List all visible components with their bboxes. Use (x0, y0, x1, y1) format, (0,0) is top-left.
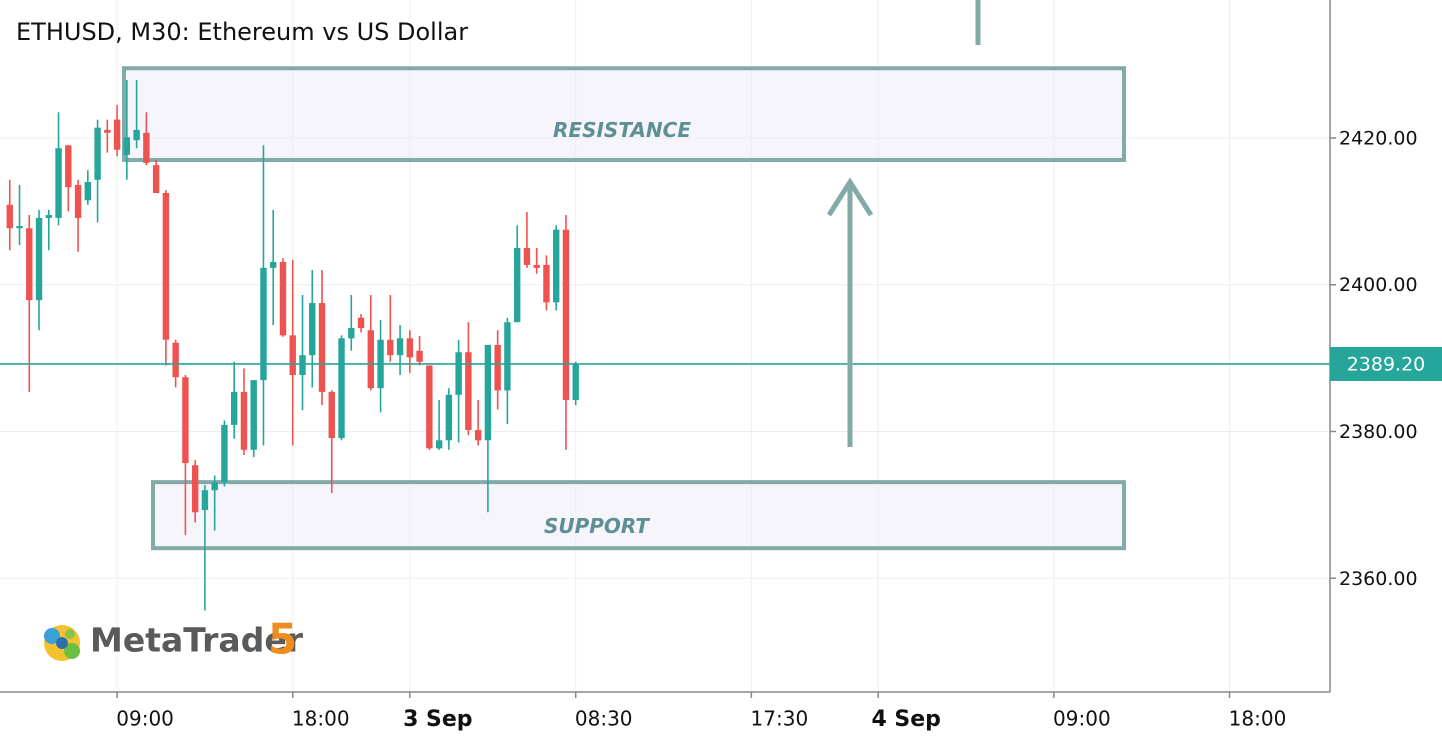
candle-body (162, 192, 170, 340)
x-tick-label: 09:00 (116, 707, 174, 731)
zone-label: SUPPORT (544, 514, 650, 538)
x-tick-label: 18:00 (292, 707, 350, 731)
logo: MetaTrader 5 (44, 615, 304, 664)
candle-body (250, 380, 257, 450)
candle-body (123, 137, 131, 155)
candle-body (289, 335, 296, 375)
y-tick-label: 2360.00 (1339, 568, 1418, 590)
candle-body (552, 229, 560, 303)
candle-body (74, 184, 82, 218)
candle-body (260, 267, 267, 381)
x-tick-label: 4 Sep (871, 707, 940, 732)
candle-body (406, 338, 414, 358)
candle-body (152, 165, 160, 193)
logo-name: MetaTrader (90, 621, 304, 660)
candle-body (338, 338, 345, 439)
candle-body (270, 261, 277, 268)
zone (151, 480, 1126, 551)
candle-body (387, 339, 394, 356)
candle-body (455, 352, 462, 395)
candle-body (55, 148, 62, 218)
zone (122, 66, 1126, 162)
x-tick-label: 08:30 (575, 707, 633, 731)
chart-title: ETHUSD, M30: Ethereum vs US Dollar (16, 18, 468, 46)
candle-body (133, 129, 140, 141)
candle-body (6, 204, 13, 229)
candle-body (45, 215, 52, 218)
candle-body (494, 344, 501, 391)
x-tick-label: 09:00 (1053, 707, 1111, 731)
last-price-box (1330, 346, 1442, 381)
candle-body (484, 344, 492, 441)
candle-body (65, 145, 72, 188)
candle-body (211, 482, 218, 491)
candle-body (348, 328, 355, 339)
candle-body (465, 352, 472, 431)
candle-body (543, 264, 550, 303)
candle-body (504, 322, 511, 391)
candle-body (523, 248, 531, 265)
candle-body (16, 226, 23, 229)
x-tick-label: 17:30 (751, 707, 809, 731)
y-tick-label: 2420.00 (1339, 127, 1418, 149)
candle-body (94, 127, 101, 180)
candle-body (416, 350, 423, 362)
candle-body (367, 330, 374, 389)
logo-icon (44, 625, 80, 661)
candle-body (143, 132, 150, 163)
candles (0, 79, 1330, 611)
candle-body (182, 377, 189, 464)
candle-body (572, 363, 579, 400)
zones: RESISTANCE SUPPORT (122, 66, 1126, 551)
zone-label: RESISTANCE (553, 118, 691, 142)
axes: 2360.00 2380.00 2400.00 2420.00 09:00 18:00 08… (116, 127, 1442, 732)
projection-arrow (826, 177, 874, 447)
candle-body (474, 430, 482, 441)
candle-body (201, 490, 209, 511)
candle-body (230, 391, 238, 425)
candle-body (533, 264, 540, 268)
candle-body (513, 248, 521, 323)
candle-body (84, 181, 92, 201)
last-price-label: 2389.20 (1347, 353, 1426, 375)
candle-body (299, 355, 306, 375)
candle-body (435, 440, 443, 449)
candle-body (445, 394, 453, 441)
candle-body (562, 229, 570, 400)
candle-body (221, 424, 228, 483)
candle-body (318, 303, 326, 392)
arrow-head (826, 177, 874, 217)
x-tick-label: 3 Sep (403, 707, 472, 732)
candle-body (35, 217, 43, 301)
candle-body (396, 338, 404, 356)
candle-body (240, 391, 248, 450)
candle-body (328, 391, 335, 439)
candle-body (309, 303, 316, 356)
candle-body (113, 119, 121, 150)
candle-body (426, 365, 433, 449)
x-tick-label: 18:00 (1229, 707, 1287, 731)
candle-body (172, 342, 179, 378)
candle-body (279, 261, 287, 336)
y-tick-label: 2400.00 (1339, 274, 1418, 296)
y-tick-label: 2380.00 (1339, 421, 1418, 443)
logo-version: 5 (268, 615, 297, 664)
candle-body (191, 465, 199, 513)
candle-body (104, 129, 111, 133)
candle-body (26, 228, 33, 301)
candle-body (357, 317, 365, 329)
